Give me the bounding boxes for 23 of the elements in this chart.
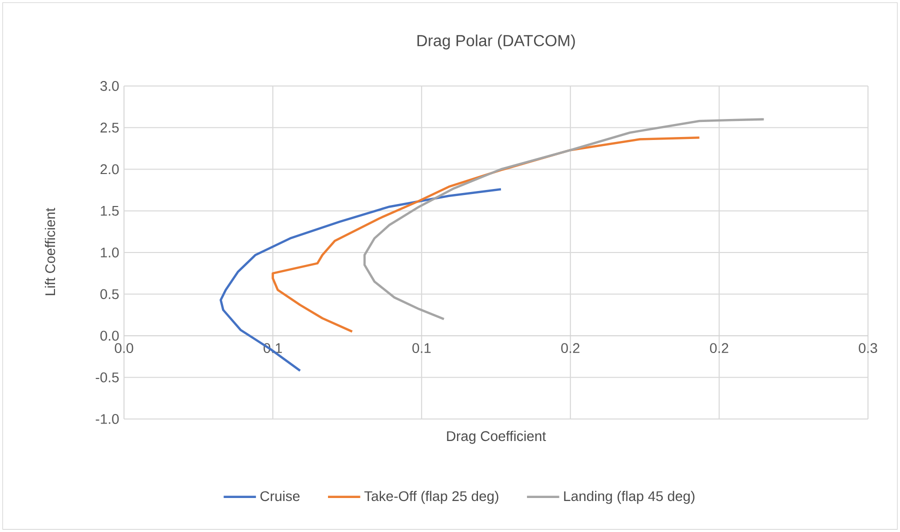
y-tick-label: 2.0 (100, 164, 119, 174)
y-tick-label: 0.0 (100, 330, 119, 341)
chart-title: Drag Polar (DATCOM) (417, 34, 575, 50)
x-axis-title: Drag Coefficient (447, 430, 546, 444)
y-tick-label: 2.5 (100, 122, 119, 133)
y-tick-label: 3.0 (100, 81, 119, 91)
y-tick-label: 1.0 (100, 248, 119, 258)
legend-label: Cruise (260, 490, 300, 502)
y-tick-label: -1.0 (96, 414, 119, 424)
y-tick-label: 0.5 (100, 289, 119, 300)
line-series (220, 188, 502, 372)
legend-label: Take-Off (flap 25 deg) (364, 490, 498, 504)
legend-label: Landing (flap 45 deg) (564, 490, 694, 504)
line-series (272, 136, 700, 333)
line-series (363, 118, 765, 320)
x-tick-label: 0.3 (858, 343, 878, 354)
x-tick-label: 0.0 (114, 343, 134, 354)
y-axis-title: Lift Coefficient (44, 208, 56, 296)
y-tick-label: 1.5 (100, 206, 119, 216)
x-tick-label: 0.2 (561, 343, 580, 354)
y-tick-label: -0.5 (96, 372, 119, 382)
x-tick-label: 0.2 (710, 343, 728, 354)
x-tick-label: 0.1 (412, 343, 431, 354)
